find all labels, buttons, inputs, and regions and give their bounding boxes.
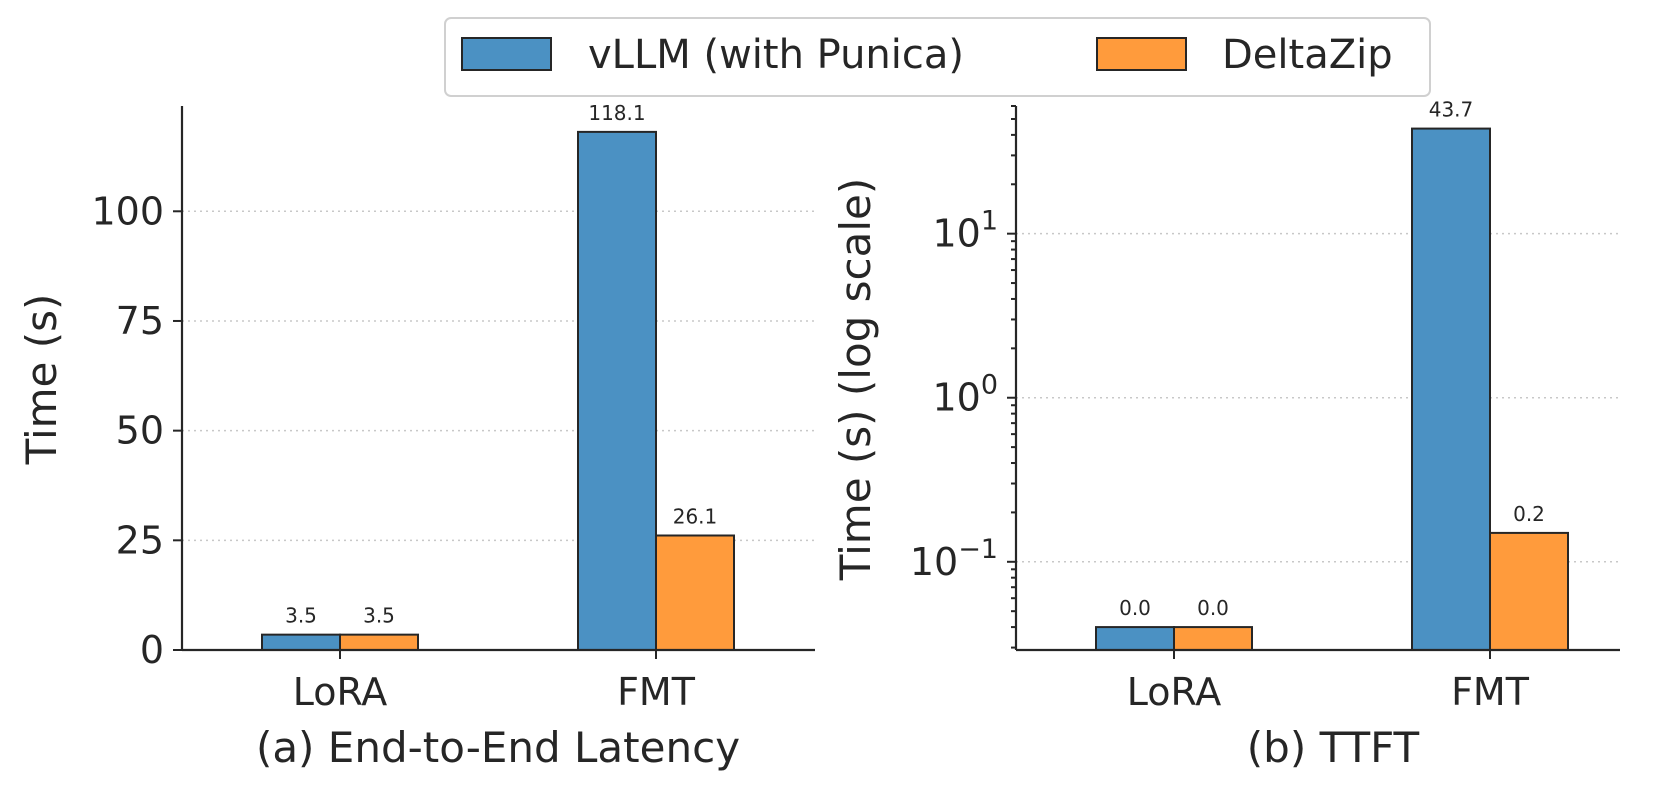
legend: vLLM (with Punica) DeltaZip — [444, 17, 1431, 97]
chart-b-y-tick-label: 101 — [932, 206, 998, 256]
chart-b-value-label: 0.2 — [1513, 502, 1545, 526]
chart-b-x-axis: LoRA FMT — [1127, 650, 1530, 714]
chart-b-gridlines — [1016, 232, 1620, 563]
chart-a-bar — [577, 130, 657, 652]
legend-swatch-vllm — [461, 37, 552, 71]
chart-b-category-label: LoRA — [1127, 670, 1222, 714]
chart-b-bar — [1095, 626, 1175, 651]
chart-a-bar — [261, 633, 341, 651]
chart-b-y-tick-label: 100 — [932, 370, 998, 420]
chart-a-x-axis: LoRA FMT — [293, 650, 696, 714]
chart-a-category-label: LoRA — [293, 670, 388, 714]
chart-a-y-tick-label: 100 — [91, 189, 164, 233]
chart-a-value-label: 26.1 — [673, 504, 718, 528]
chart-b-category-label: FMT — [1451, 670, 1530, 714]
chart-b-y-tick-label: 10−1 — [910, 534, 998, 584]
chart-a-value-label: 118.1 — [588, 101, 645, 125]
chart-a-y-tick-label: 50 — [116, 409, 164, 453]
chart-b-bars: 0.0 43.7 0.0 0.2 — [1095, 98, 1569, 651]
chart-a-xlabel: (a) End-to-End Latency — [256, 723, 740, 772]
chart-b-bar — [1411, 127, 1491, 651]
legend-swatch-deltazip — [1096, 37, 1187, 71]
chart-a-y-tick-label: 25 — [116, 518, 164, 562]
chart-b-y-axis: 10−1 100 101 — [910, 105, 1016, 649]
chart-a-ylabel: Time (s) — [17, 294, 66, 466]
legend-label-deltazip: DeltaZip — [1222, 32, 1393, 78]
legend-label-vllm: vLLM (with Punica) — [588, 32, 964, 78]
chart-a-y-tick-label: 0 — [140, 628, 164, 672]
chart-a-bar — [339, 633, 419, 651]
chart-b-value-label: 0.0 — [1119, 596, 1151, 620]
chart-b-ylabel: Time (s) (log scale) — [831, 178, 880, 582]
chart-b-value-label: 0.0 — [1197, 596, 1229, 620]
chart-a-gridlines — [182, 210, 815, 542]
chart-a-y-tick-label: 75 — [116, 299, 164, 343]
chart-a-y-axis: 0 25 50 75 100 — [91, 189, 182, 672]
chart-b-bar — [1173, 626, 1253, 651]
chart-a-bar — [655, 534, 735, 651]
chart-a-value-label: 3.5 — [285, 604, 317, 628]
chart-b-bar — [1489, 531, 1569, 651]
chart-b-value-label: 43.7 — [1429, 98, 1474, 122]
chart-b-xlabel: (b) TTFT — [1247, 723, 1420, 772]
chart-b: 0.0 43.7 0.0 0.2 10−1 100 101 LoRA FMT (b) TTF… — [831, 98, 1620, 772]
chart-a-value-label: 3.5 — [363, 604, 395, 628]
chart-a-bars: 3.5 118.1 3.5 26.1 — [261, 101, 735, 652]
chart-a: 3.5 118.1 3.5 26.1 0 25 50 75 100 LoRA FMT (a) E… — [17, 101, 815, 772]
chart-a-category-label: FMT — [617, 670, 696, 714]
